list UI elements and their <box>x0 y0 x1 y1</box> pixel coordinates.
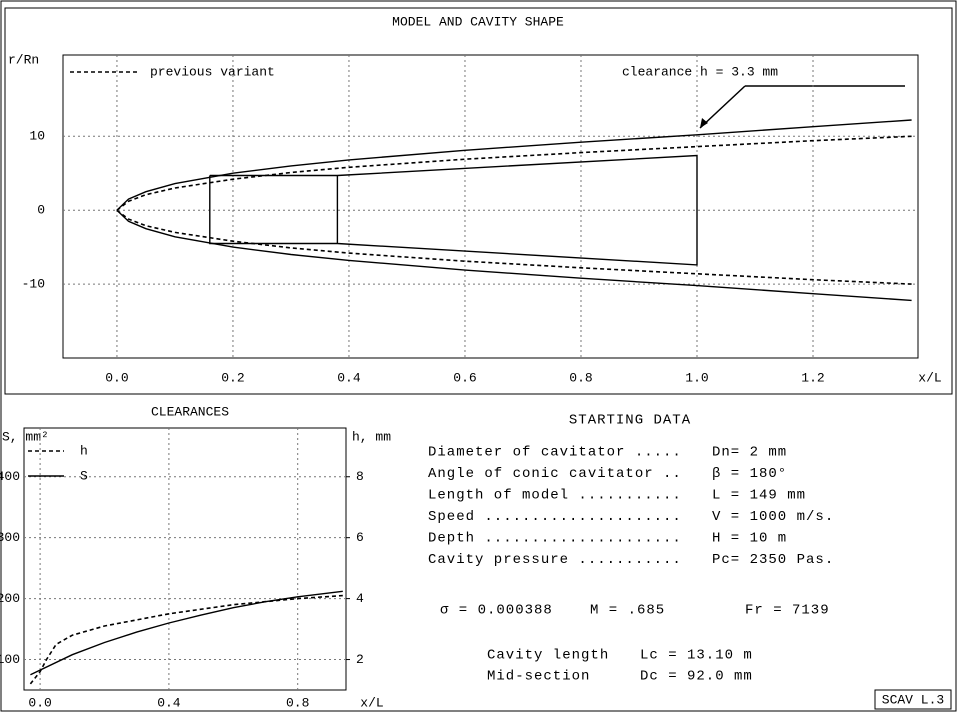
solid-line <box>116 119 912 302</box>
data-value: L = 149 mm <box>712 488 806 504</box>
annotation-arrow <box>700 118 708 128</box>
data-value: H = 10 m <box>712 531 787 547</box>
x-tick-label: 0.0 <box>105 370 128 385</box>
x-axis-label: x/L <box>918 370 941 385</box>
x-axis-label: x/L <box>360 695 383 710</box>
x-tick-label: 0.4 <box>157 695 181 710</box>
footer: SCAV L.3 <box>882 692 944 707</box>
parameter: M = .685 <box>590 603 665 619</box>
x-tick-label: 0.6 <box>453 370 476 385</box>
y-axis-label: r/Rn <box>8 52 39 67</box>
plot-area <box>23 427 347 691</box>
y-tick-label: 10 <box>29 129 45 144</box>
x-tick-label: 0.0 <box>28 695 51 710</box>
y-tick-label: -10 <box>22 277 45 292</box>
solid-line <box>209 154 698 266</box>
y2-tick-label: 8 <box>356 469 364 484</box>
top-panel <box>4 7 953 395</box>
x-tick-label: 0.8 <box>286 695 309 710</box>
y-axis-label: S, mm² <box>2 429 49 444</box>
y-tick-label: 300 <box>0 530 20 545</box>
annotation-leader <box>699 85 746 129</box>
starting-data: STARTING DATA Diameter of cavitator ....… <box>428 413 834 685</box>
data-value: β = 180° <box>712 466 787 482</box>
legend-label: previous variant <box>150 64 275 79</box>
data-label: Speed ..................... <box>428 509 682 525</box>
data-label: Angle of conic cavitator .. <box>428 466 682 482</box>
y2-tick-label: 4 <box>356 591 364 606</box>
data-label: Depth ..................... <box>428 531 682 547</box>
annotation: clearance h = 3.3 mm <box>622 64 778 79</box>
legend-label: h <box>80 443 88 458</box>
result-label: Cavity length <box>487 648 609 664</box>
x-tick-label: 0.4 <box>337 370 361 385</box>
data-value: Dn= 2 mm <box>712 445 787 461</box>
plot-area <box>62 54 919 359</box>
parameter: σ = 0.000388 <box>440 603 553 619</box>
y-tick-label: 0 <box>37 203 45 218</box>
solid-line <box>30 590 343 676</box>
starting-data-title: STARTING DATA <box>569 413 691 429</box>
x-tick-label: 0.2 <box>221 370 244 385</box>
y-tick-label: 400 <box>0 469 20 484</box>
y2-tick-label: 6 <box>356 530 364 545</box>
data-label: Cavity pressure ........... <box>428 552 682 568</box>
x-tick-label: 0.8 <box>569 370 592 385</box>
data-label: Diameter of cavitator ..... <box>428 445 682 461</box>
data-label: Length of model ........... <box>428 488 682 504</box>
data-value: Pc= 2350 Pas. <box>712 552 834 568</box>
chart-title: MODEL AND CAVITY SHAPE <box>392 14 564 29</box>
footer-box <box>874 689 952 710</box>
x-tick-label: 1.0 <box>685 370 708 385</box>
result-value: Dc = 92.0 mm <box>640 669 753 685</box>
y2-axis-label: h, mm <box>352 429 391 444</box>
x-tick-label: 1.2 <box>801 370 824 385</box>
chart-title: CLEARANCES <box>151 404 229 419</box>
y-tick-label: 200 <box>0 591 20 606</box>
y2-tick-label: 2 <box>356 652 364 667</box>
y-tick-label: 100 <box>0 652 20 667</box>
data-value: V = 1000 m/s. <box>712 509 834 525</box>
dashed-line <box>116 135 912 285</box>
result-value: Lc = 13.10 m <box>640 648 753 664</box>
result-label: Mid-section <box>487 669 590 685</box>
parameter: Fr = 7139 <box>745 603 830 619</box>
legend-label: S <box>80 468 88 483</box>
